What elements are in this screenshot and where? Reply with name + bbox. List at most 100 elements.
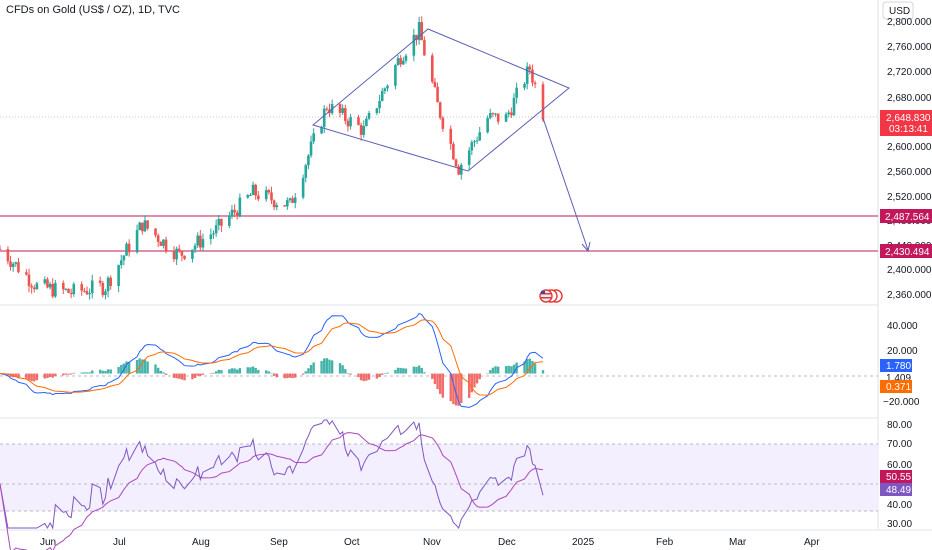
candle-body[interactable] — [196, 235, 199, 246]
candle-body[interactable] — [159, 242, 163, 246]
candle-body[interactable] — [230, 209, 234, 216]
candle-body[interactable] — [404, 55, 408, 61]
candle-body[interactable] — [449, 128, 453, 144]
candle-body[interactable] — [515, 87, 518, 98]
candle-body[interactable] — [528, 66, 532, 70]
candle-body[interactable] — [199, 235, 202, 248]
candle-body[interactable] — [417, 22, 421, 41]
candle-body[interactable] — [270, 192, 273, 201]
candle-body[interactable] — [362, 126, 366, 135]
candle-body[interactable] — [488, 113, 492, 119]
candle-body[interactable] — [30, 286, 33, 288]
candle-body[interactable] — [27, 274, 31, 287]
candle-body[interactable] — [344, 108, 347, 121]
candle-body[interactable] — [233, 209, 236, 213]
projection-arrow[interactable] — [542, 117, 589, 251]
macd-axis[interactable]: 40.000 20.000 −20.000 — [883, 321, 920, 408]
candle-body[interactable] — [430, 55, 434, 82]
candle-body[interactable] — [238, 197, 242, 217]
candle-body[interactable] — [54, 282, 57, 297]
candle-body[interactable] — [304, 165, 308, 178]
candle-body[interactable] — [180, 251, 184, 256]
candle-body[interactable] — [246, 195, 250, 198]
candle-body[interactable] — [341, 108, 344, 113]
candle-body[interactable] — [122, 255, 126, 261]
candle-body[interactable] — [467, 150, 471, 165]
candle-body[interactable] — [312, 133, 315, 142]
candle-body[interactable] — [452, 143, 455, 160]
candle-body[interactable] — [533, 82, 537, 85]
rsi-line[interactable] — [0, 419, 544, 530]
price-axis[interactable]: 2,800.000 2,760.000 2,720.000 2,680.000 … — [887, 17, 932, 301]
candle-body[interactable] — [322, 108, 326, 127]
candle-body[interactable] — [523, 83, 526, 88]
candle-body[interactable] — [267, 190, 271, 193]
candle-body[interactable] — [412, 34, 416, 56]
candle-body[interactable] — [386, 85, 389, 89]
candle-body[interactable] — [288, 198, 292, 201]
candle-body[interactable] — [478, 132, 482, 141]
candle-body[interactable] — [106, 277, 110, 292]
candle-body[interactable] — [512, 97, 516, 116]
candle-body[interactable] — [109, 277, 113, 286]
candle-body[interactable] — [67, 288, 70, 293]
candle-body[interactable] — [64, 288, 68, 290]
candle-body[interactable] — [494, 113, 497, 115]
candle-body[interactable] — [470, 142, 474, 151]
candle-body[interactable] — [85, 290, 89, 295]
currency-button[interactable] — [882, 1, 914, 20]
candle-body[interactable] — [365, 118, 368, 127]
candle-body[interactable] — [525, 66, 529, 84]
candle-body[interactable] — [349, 117, 352, 127]
candle-body[interactable] — [436, 86, 439, 103]
candle-body[interactable] — [98, 280, 102, 283]
candle-body[interactable] — [441, 117, 445, 129]
currency-label[interactable]: USD — [889, 6, 910, 17]
candle-body[interactable] — [48, 283, 52, 288]
candle-body[interactable] — [141, 222, 144, 232]
candle-body[interactable] — [415, 34, 418, 41]
candle-body[interactable] — [291, 198, 294, 203]
macd-signal-line[interactable] — [0, 319, 544, 396]
time-axis[interactable]: Jun Jul Aug Sep Oct Nov Dec 2025 Feb Mar… — [40, 537, 820, 548]
candle-body[interactable] — [491, 113, 495, 115]
diamond-pattern-drawing[interactable] — [311, 28, 570, 172]
candle-body[interactable] — [90, 280, 94, 294]
candle-body[interactable] — [396, 58, 400, 66]
candle-body[interactable] — [473, 141, 476, 143]
candle-body[interactable] — [35, 283, 39, 290]
candle-body[interactable] — [135, 230, 139, 253]
candle-body[interactable] — [156, 235, 160, 243]
candle-body[interactable] — [286, 200, 289, 207]
candle-body[interactable] — [191, 249, 194, 259]
candle-body[interactable] — [504, 114, 508, 122]
candle-body[interactable] — [88, 293, 91, 295]
candle-body[interactable] — [433, 81, 437, 87]
candle-body[interactable] — [217, 218, 221, 226]
candle-body[interactable] — [359, 124, 363, 135]
candle-body[interactable] — [507, 112, 511, 115]
candle-body[interactable] — [9, 261, 12, 267]
candle-body[interactable] — [146, 220, 149, 229]
candle-body[interactable] — [61, 282, 65, 290]
candle-body[interactable] — [104, 291, 107, 296]
symbol-title[interactable]: CFDs on Gold (US$ / OZ), 1D, TVC — [6, 4, 180, 16]
candle-body[interactable] — [72, 284, 76, 295]
candle-body[interactable] — [357, 117, 360, 125]
candle-body[interactable] — [454, 159, 458, 167]
candle-body[interactable] — [380, 91, 384, 102]
candle-body[interactable] — [510, 112, 513, 116]
candle-body[interactable] — [32, 287, 36, 290]
candle-body[interactable] — [138, 222, 142, 231]
candle-body[interactable] — [101, 282, 105, 296]
candle-body[interactable] — [6, 249, 10, 262]
candle-body[interactable] — [378, 101, 381, 109]
candle-body[interactable] — [143, 220, 147, 232]
candle-body[interactable] — [164, 239, 168, 251]
candle-body[interactable] — [401, 60, 405, 65]
candle-body[interactable] — [69, 292, 73, 295]
candle-body[interactable] — [399, 58, 402, 65]
candle-body[interactable] — [83, 290, 86, 292]
